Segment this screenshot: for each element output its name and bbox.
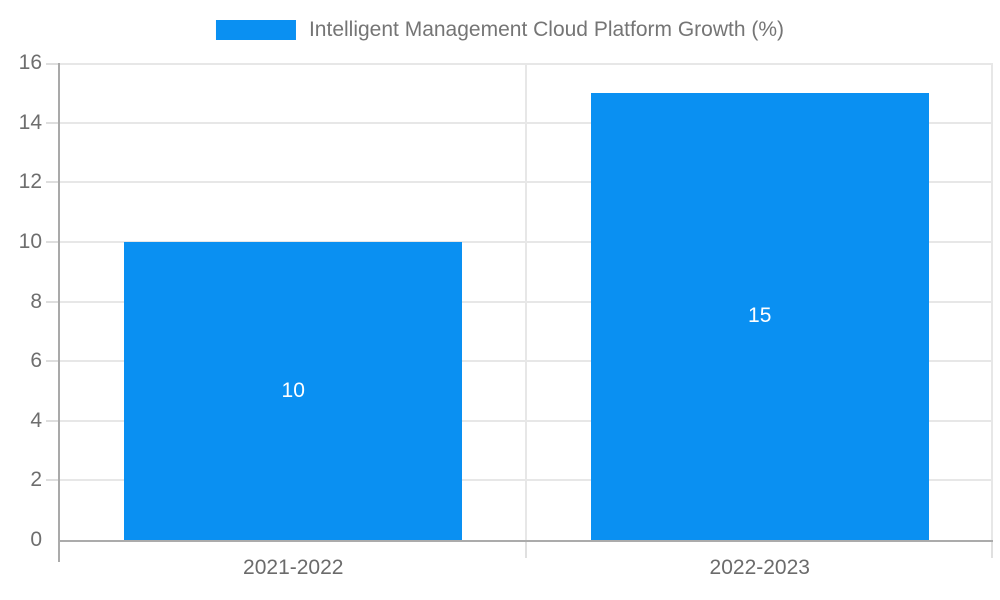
y-tick-mark: [46, 360, 58, 363]
y-gridline: [60, 63, 993, 65]
y-tick-label: 12: [18, 170, 42, 194]
plot-area: 10 15: [46, 63, 993, 562]
x-tick-label: 2021-2022: [243, 556, 344, 579]
x-tick-mark: [524, 542, 527, 558]
x-tick-mark: [991, 542, 993, 558]
y-tick-mark: [46, 479, 58, 482]
y-tick-mark: [46, 419, 58, 422]
y-gridline: [60, 181, 993, 184]
y-axis-line-extension: [58, 540, 60, 562]
bar-value-label: 10: [281, 378, 305, 402]
category-boundary-line: [524, 63, 527, 540]
x-tick-label: 2022-2023: [709, 556, 810, 579]
y-gridline: [60, 300, 993, 303]
y-tick-mark: [46, 240, 58, 243]
y-gridline: [60, 121, 993, 124]
bar-value-label: 15: [748, 304, 772, 328]
y-tick-mark: [46, 63, 58, 65]
y-tick-mark: [46, 181, 58, 184]
y-tick-label: 14: [18, 110, 42, 134]
bar[interactable]: 10: [124, 241, 463, 540]
y-gridline: [60, 240, 993, 243]
y-tick-mark: [46, 300, 58, 303]
legend-swatch: [215, 20, 296, 40]
y-gridline: [60, 479, 993, 482]
y-gridline: [60, 419, 993, 422]
y-tick-label: 10: [18, 229, 42, 253]
y-gridline: [60, 360, 993, 363]
legend-label: Intelligent Management Cloud Platform Gr…: [308, 18, 785, 41]
y-tick-label: 0: [30, 528, 42, 551]
legend-item[interactable]: Intelligent Management Cloud Platform Gr…: [215, 18, 785, 42]
bar[interactable]: 15: [590, 92, 929, 540]
y-tick-label: 8: [30, 289, 42, 313]
y-tick-label: 16: [18, 51, 42, 74]
y-tick-label: 6: [30, 349, 42, 373]
y-tick-mark: [46, 121, 58, 124]
y-tick-label: 4: [30, 408, 42, 432]
y-tick-label: 2: [30, 468, 42, 492]
category-boundary-line: [991, 63, 993, 540]
